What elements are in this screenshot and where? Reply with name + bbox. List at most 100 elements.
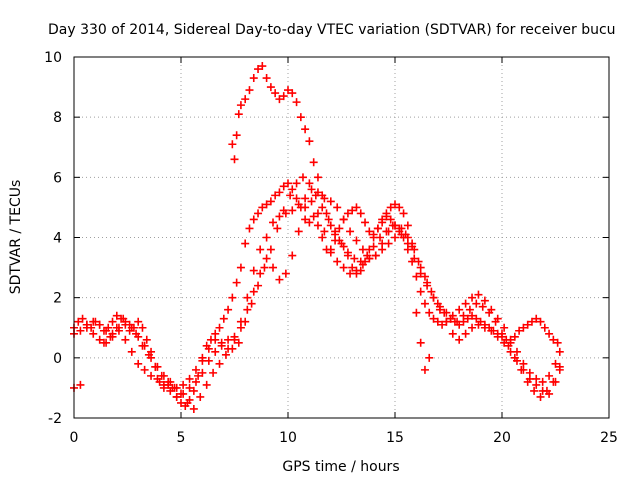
data-point: [183, 398, 192, 407]
data-point: [236, 263, 245, 272]
data-point: [241, 239, 250, 248]
data-point: [371, 251, 380, 260]
data-point: [348, 206, 357, 215]
data-point: [468, 293, 477, 302]
data-point: [343, 248, 352, 257]
data-point: [119, 314, 128, 323]
data-point: [108, 317, 117, 326]
data-point: [177, 389, 185, 398]
data-point: [313, 173, 322, 182]
data-point: [365, 245, 374, 254]
data-point: [410, 254, 419, 263]
data-point: [313, 209, 322, 218]
y-tick-label: 6: [53, 170, 62, 186]
data-point: [228, 344, 237, 353]
data-point: [350, 254, 359, 263]
data-point: [352, 269, 361, 278]
data-point: [545, 371, 554, 380]
data-point: [138, 341, 147, 350]
data-point: [219, 314, 228, 323]
data-point: [307, 185, 316, 194]
data-point: [266, 83, 275, 92]
data-series: [70, 62, 564, 413]
data-point: [472, 299, 481, 308]
data-point: [326, 245, 335, 254]
data-point: [433, 317, 442, 326]
data-point: [408, 242, 417, 251]
data-point: [296, 113, 305, 122]
data-point: [510, 353, 519, 362]
data-point: [262, 74, 271, 83]
data-point: [459, 311, 468, 320]
data-point: [425, 308, 434, 317]
data-point: [326, 197, 335, 206]
data-point: [356, 257, 365, 266]
data-point: [416, 338, 425, 347]
data-point: [153, 374, 162, 383]
data-point: [215, 359, 224, 368]
data-point: [275, 275, 284, 284]
data-point: [532, 314, 541, 323]
y-tick-label: 4: [53, 231, 62, 247]
y-tick-label: 0: [53, 351, 62, 367]
data-point: [147, 371, 156, 380]
data-point: [485, 308, 494, 317]
data-point: [478, 302, 487, 311]
data-point: [504, 341, 513, 350]
data-point: [76, 380, 85, 389]
data-point: [512, 347, 521, 356]
data-point: [542, 386, 551, 395]
data-point: [305, 137, 314, 146]
data-point: [455, 335, 464, 344]
data-point: [373, 224, 382, 233]
data-point: [307, 197, 316, 206]
data-point: [106, 332, 115, 341]
data-point: [95, 320, 104, 329]
data-point: [348, 263, 357, 272]
data-point: [275, 188, 284, 197]
x-tick-label: 10: [279, 430, 297, 446]
data-point: [273, 224, 282, 233]
data-point: [151, 362, 160, 371]
data-point: [301, 215, 310, 224]
data-point: [132, 329, 141, 338]
data-point: [232, 131, 241, 140]
data-point: [234, 110, 243, 119]
data-point: [527, 317, 536, 326]
data-point: [313, 221, 322, 230]
data-point: [157, 371, 166, 380]
data-point: [536, 317, 545, 326]
data-point: [455, 305, 464, 314]
data-point: [279, 206, 288, 215]
data-point: [517, 365, 526, 374]
data-point: [429, 314, 438, 323]
data-point: [198, 368, 207, 377]
data-point: [532, 374, 541, 383]
data-point: [301, 194, 310, 203]
data-point: [322, 209, 331, 218]
data-point: [339, 215, 348, 224]
x-tick-label: 15: [386, 430, 404, 446]
data-point: [487, 326, 496, 335]
data-point: [243, 305, 252, 314]
data-point: [294, 227, 303, 236]
data-point: [388, 221, 397, 230]
data-point: [286, 191, 295, 200]
data-point: [318, 233, 327, 242]
data-point: [292, 179, 301, 188]
data-point: [230, 155, 239, 164]
data-point: [99, 338, 108, 347]
data-point: [191, 365, 200, 374]
data-point: [446, 314, 455, 323]
data-point: [309, 158, 318, 167]
data-point: [275, 212, 284, 221]
data-point: [294, 200, 303, 209]
data-point: [438, 320, 447, 329]
x-axis-label: GPS time / hours: [282, 459, 399, 475]
data-point: [416, 287, 425, 296]
y-tick-label: 10: [44, 50, 62, 66]
data-point: [549, 335, 558, 344]
data-point: [399, 209, 408, 218]
data-point: [241, 95, 250, 104]
data-point: [395, 224, 404, 233]
